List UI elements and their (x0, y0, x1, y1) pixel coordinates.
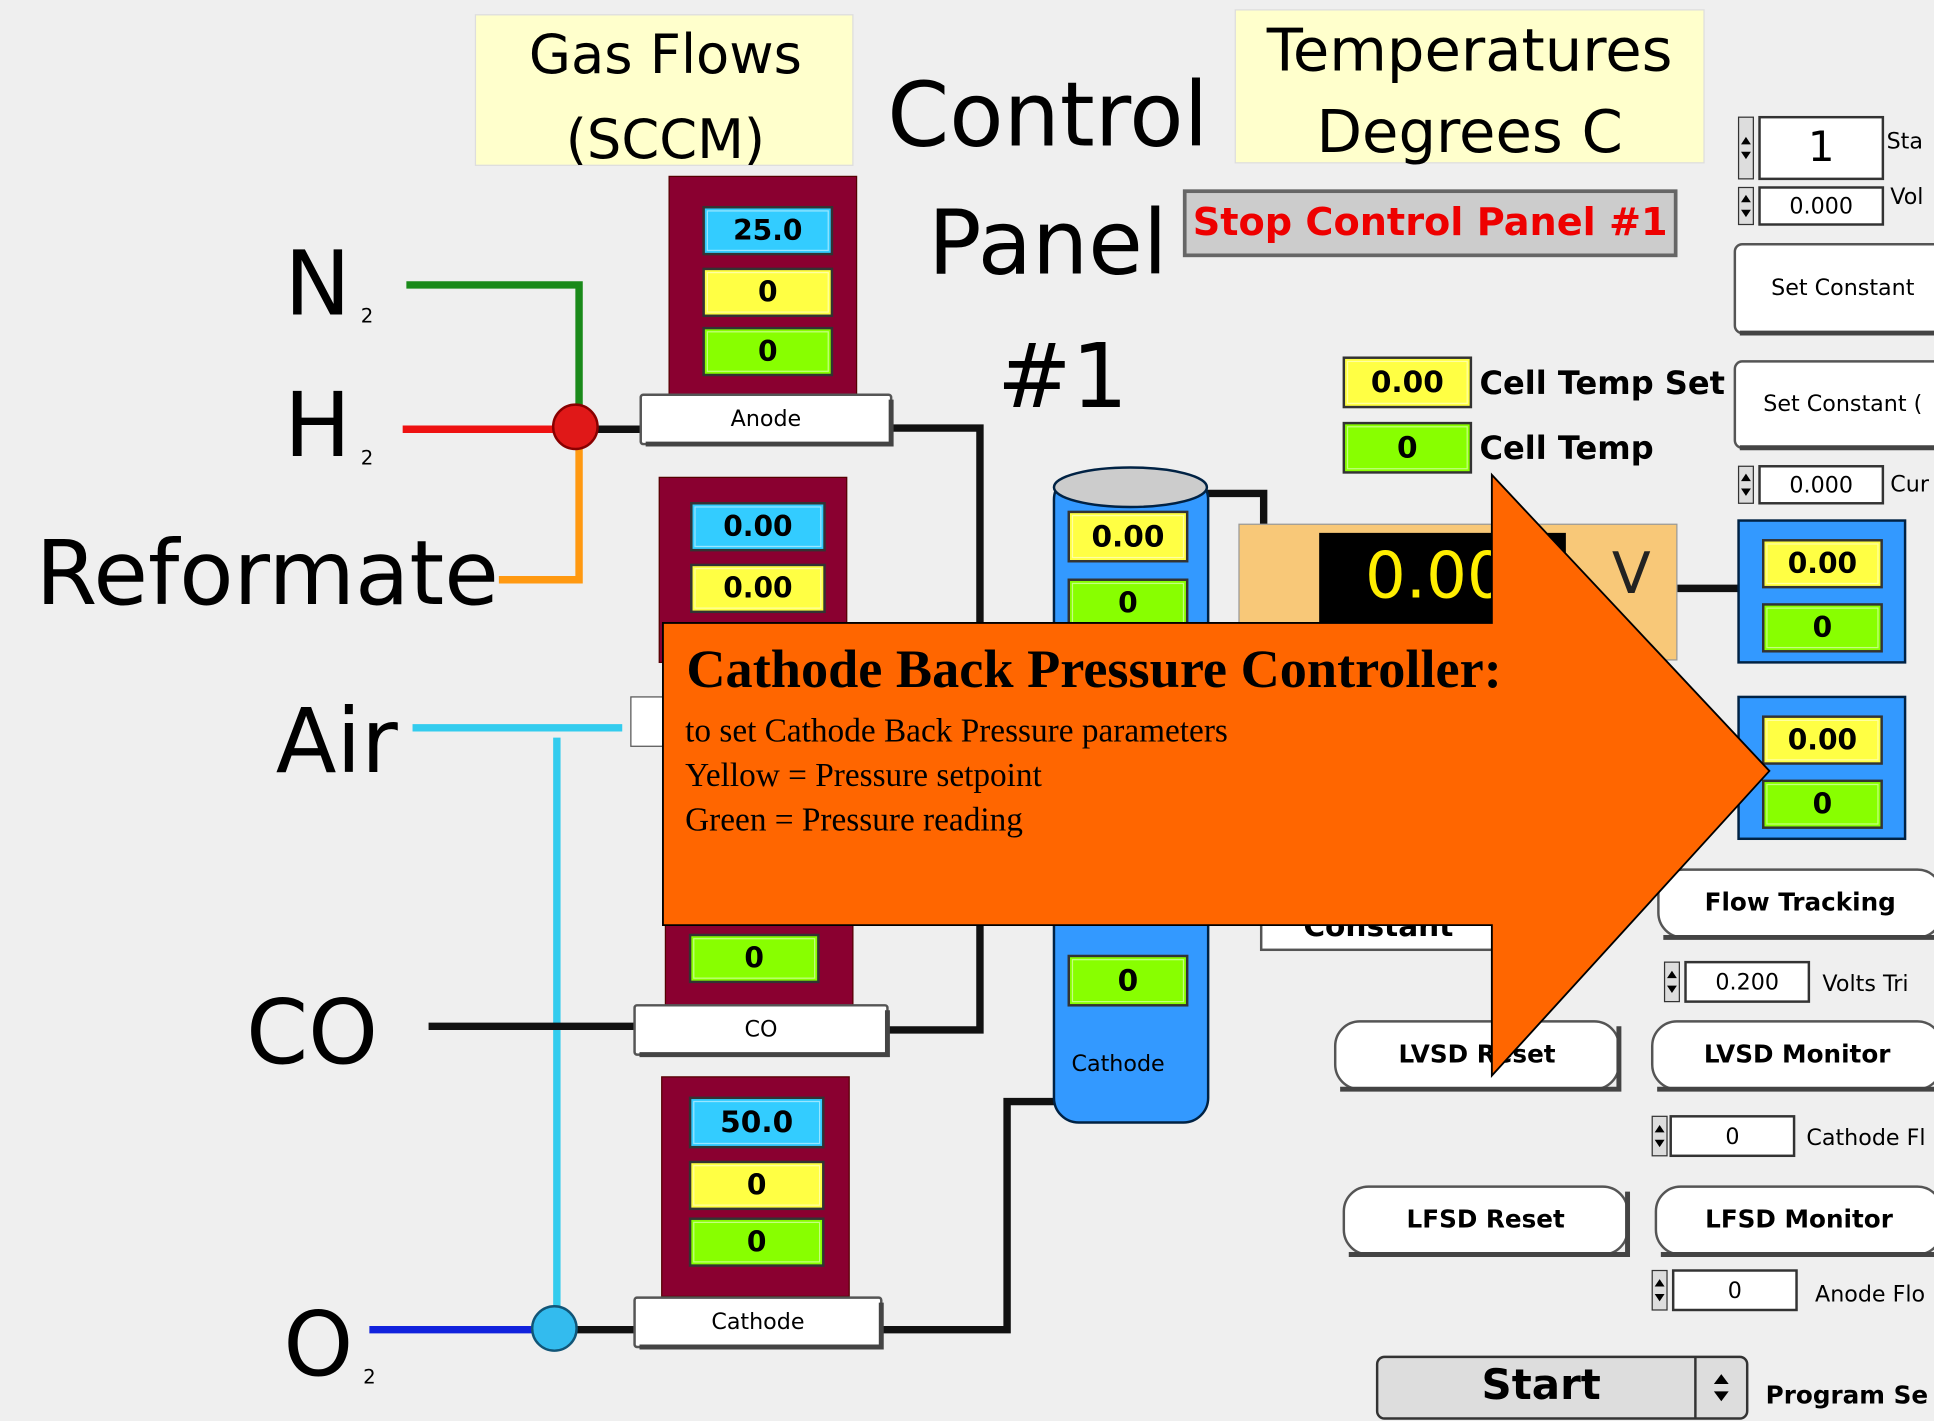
side-label: Cur (1890, 471, 1930, 497)
gas-subscript: 2 (361, 446, 374, 469)
gas-subscript: 2 (363, 1365, 376, 1388)
field-value[interactable]: 0.00 (1091, 519, 1164, 553)
field-value: 0 (1118, 963, 1139, 997)
field-value[interactable]: 0.00 (1788, 723, 1857, 756)
meter-unit: V (1612, 541, 1651, 607)
title-text: Control (887, 63, 1208, 166)
field-value: 0 (1118, 586, 1138, 619)
callout-title: Cathode Back Pressure Controller: (686, 639, 1501, 699)
field-value: 0 (747, 1225, 767, 1258)
field-value[interactable]: 50.0 (720, 1105, 793, 1139)
junction (532, 1306, 576, 1350)
side-label: Cell Temp Set (1480, 364, 1725, 402)
spinner[interactable] (1665, 962, 1680, 1001)
spinner[interactable] (1739, 466, 1754, 503)
field-value[interactable]: 0.00 (1788, 547, 1857, 580)
gas-label: CO (246, 981, 378, 1084)
callout-line: Green = Pressure reading (685, 801, 1023, 838)
gas-label: Reformate (36, 522, 499, 625)
title-text: #1 (997, 325, 1128, 428)
stop-label[interactable]: Stop Control Panel #1 (1193, 201, 1668, 245)
side-label: Program Se (1766, 1380, 1928, 1409)
gas-label: O (283, 1293, 353, 1396)
button-label[interactable]: Set Constant (1771, 275, 1915, 301)
button-label[interactable]: Flow Tracking (1705, 888, 1896, 917)
button-label[interactable]: Set Constant ( (1763, 391, 1922, 417)
field-value: 0 (1397, 430, 1418, 464)
field-value[interactable]: 0.00 (1371, 365, 1444, 399)
field-value: 0 (1813, 611, 1833, 644)
meter-value: 0.00 (1365, 538, 1508, 613)
button-label[interactable]: LVSD Reset (1399, 1039, 1556, 1068)
gas-subscript: 2 (361, 305, 374, 328)
field-value: 0 (744, 942, 764, 975)
side-label: Vol (1890, 184, 1923, 210)
vessel-top (1054, 467, 1207, 506)
side-label: Volts Tri (1822, 971, 1908, 997)
field-value: 0 (1813, 787, 1833, 820)
input-value[interactable]: 0.200 (1715, 970, 1779, 996)
input-value[interactable]: 0 (1728, 1278, 1742, 1304)
spinner[interactable] (1652, 1271, 1667, 1310)
control-panel: Gas Flows (SCCM) Control Panel #1 Temperature… (0, 0, 1934, 1421)
button-label[interactable]: LFSD Monitor (1705, 1205, 1894, 1234)
callout-line: Yellow = Pressure setpoint (685, 757, 1042, 794)
header-text: (SCCM) (566, 108, 765, 171)
spinner[interactable] (1739, 117, 1754, 179)
header-text: Gas Flows (529, 23, 802, 86)
spinner[interactable] (1739, 187, 1754, 224)
field-value: 0.00 (723, 572, 792, 605)
input-value[interactable]: 0.000 (1789, 473, 1853, 499)
menu-label[interactable]: Start (1482, 1360, 1601, 1409)
side-label: Sta (1887, 128, 1923, 154)
button-label[interactable]: CO (745, 1016, 778, 1042)
input-value[interactable]: 0 (1725, 1124, 1739, 1150)
field-value: 0 (747, 1169, 767, 1202)
field-value[interactable]: 25.0 (733, 214, 802, 247)
title-text: Panel (928, 192, 1168, 295)
input-value[interactable]: 1 (1808, 122, 1835, 171)
header-text: Degrees C (1316, 97, 1622, 166)
gas-label: H (284, 374, 351, 477)
callout-line: to set Cathode Back Pressure parameters (685, 713, 1228, 750)
vessel-label: Cathode (1072, 1051, 1165, 1077)
side-label: Cell Temp (1480, 429, 1654, 467)
gas-label: Air (276, 690, 398, 793)
button-label[interactable]: Cathode (711, 1309, 804, 1335)
header-text: Temperatures (1266, 15, 1673, 84)
side-label: Cathode Fl (1806, 1125, 1925, 1151)
button-label[interactable]: LFSD Reset (1407, 1205, 1565, 1234)
button-label[interactable]: Anode (731, 406, 802, 432)
field-value: 0 (758, 335, 778, 368)
junction (553, 405, 597, 449)
button-label[interactable]: LVSD Monitor (1704, 1039, 1891, 1068)
input-value[interactable]: 0.000 (1789, 194, 1853, 220)
field-value: 0 (758, 276, 778, 309)
field-value[interactable]: 0.00 (723, 510, 792, 543)
spinner[interactable] (1652, 1116, 1667, 1155)
side-label: Anode Flo (1815, 1282, 1925, 1308)
page: Gas Flows (SCCM) Control Panel #1 Temperature… (0, 0, 1934, 1421)
gas-label: N (284, 232, 350, 335)
